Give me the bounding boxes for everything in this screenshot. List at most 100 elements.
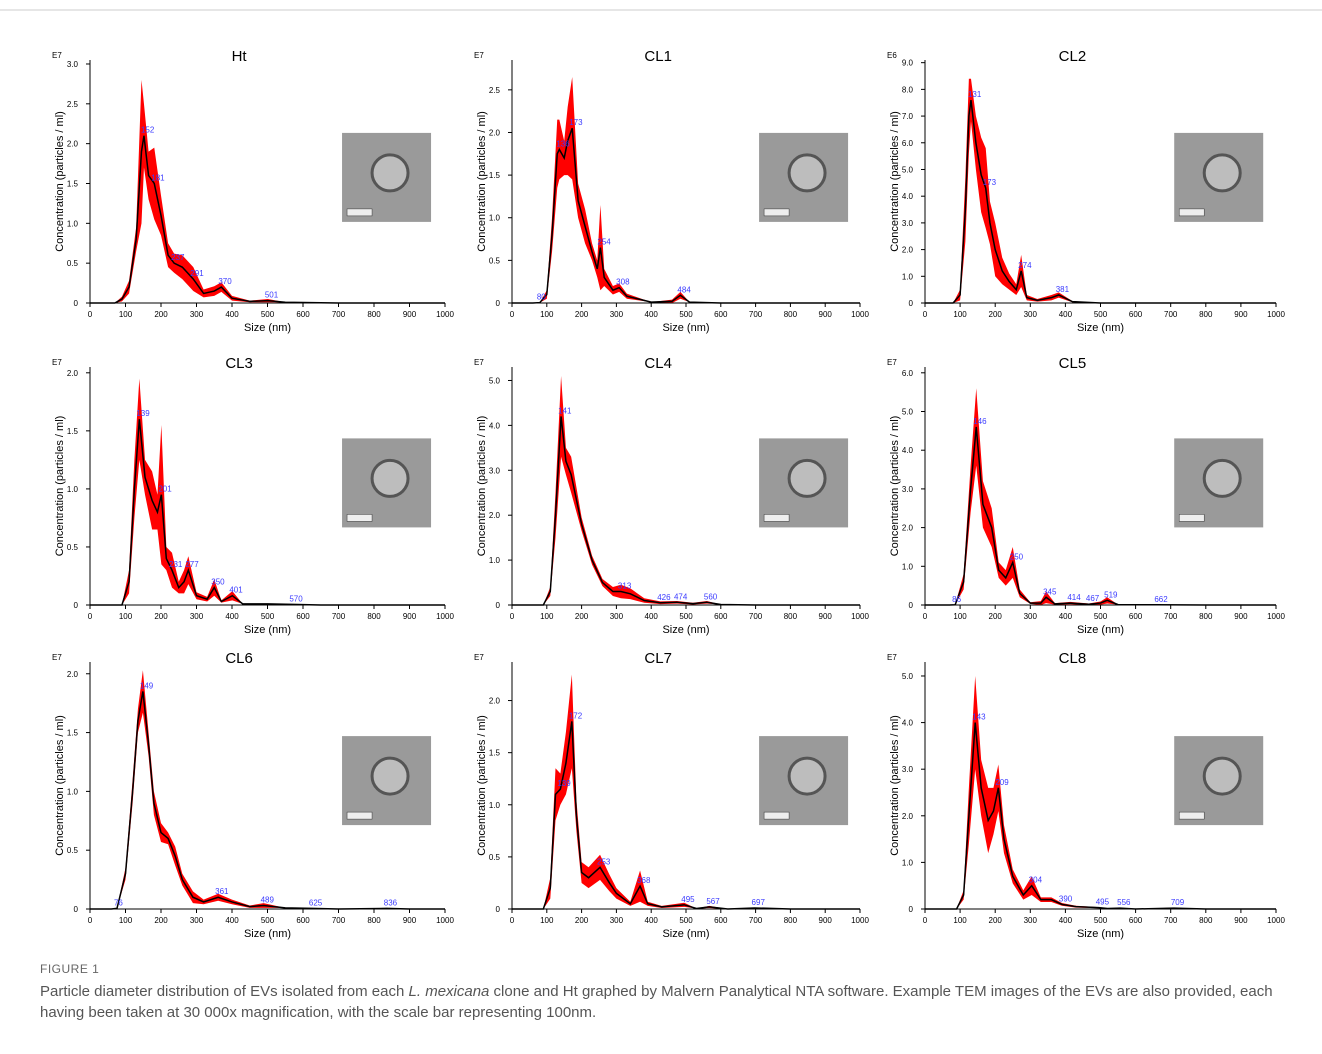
y-tick-label: 5.0 [902, 672, 914, 681]
y-multiplier: E7 [887, 358, 897, 367]
error-band [925, 675, 1276, 909]
x-tick-label: 400 [1059, 916, 1073, 925]
x-tick-label: 700 [1164, 916, 1178, 925]
x-tick-label: 800 [1199, 612, 1213, 621]
mean-line [925, 99, 1276, 304]
peak-label: 474 [674, 592, 688, 601]
x-tick-label: 1000 [436, 612, 454, 621]
peak-label: 277 [185, 560, 199, 569]
y-tick-label: 1.5 [489, 171, 501, 180]
y-tick-label: 0 [496, 905, 501, 914]
x-tick-label: 600 [1129, 310, 1143, 319]
x-tick-label: 700 [749, 916, 763, 925]
peak-label: 519 [1104, 590, 1118, 599]
x-tick-label: 700 [332, 310, 346, 319]
x-tick-label: 0 [510, 916, 515, 925]
x-axis-label: Size (nm) [662, 322, 709, 334]
y-axis-label: Concentration (particles / ml) [476, 111, 488, 252]
chart-title: CL3 [225, 355, 253, 372]
y-tick-label: 4.0 [489, 421, 501, 430]
x-tick-label: 600 [296, 310, 310, 319]
y-tick-label: 0 [496, 299, 501, 308]
tem-scale-bar [346, 514, 373, 522]
tem-scale-bar [763, 514, 790, 522]
peak-label: 152 [141, 126, 155, 135]
y-tick-label: 3.0 [902, 219, 914, 228]
x-tick-label: 300 [610, 310, 624, 319]
y-tick-label: 2.0 [67, 670, 79, 679]
error-band [90, 378, 445, 605]
y-tick-label: 3.0 [67, 60, 79, 69]
peak-label: 467 [1086, 594, 1100, 603]
peak-label: 484 [677, 285, 691, 294]
x-axis-label: Size (nm) [1077, 322, 1124, 334]
peak-label: 662 [1154, 595, 1168, 604]
y-tick-label: 1.0 [902, 858, 914, 867]
x-tick-label: 300 [190, 310, 204, 319]
x-tick-label: 500 [679, 310, 693, 319]
x-axis-label: Size (nm) [662, 928, 709, 940]
y-tick-label: 0.5 [67, 259, 79, 268]
mean-line [512, 127, 860, 304]
x-tick-label: 800 [784, 612, 798, 621]
chart-title: CL1 [644, 48, 672, 65]
x-tick-label: 800 [367, 612, 381, 621]
x-axis-label: Size (nm) [662, 624, 709, 636]
y-tick-label: 0.5 [67, 543, 79, 552]
y-tick-label: 2.0 [902, 524, 914, 533]
mean-line [90, 691, 445, 910]
peak-label: 139 [557, 779, 571, 788]
y-multiplier: E7 [52, 358, 62, 367]
y-tick-label: 7.0 [902, 112, 914, 121]
y-tick-label: 1.0 [489, 214, 501, 223]
peak-label: 291 [190, 269, 204, 278]
x-tick-label: 400 [225, 612, 239, 621]
x-tick-label: 500 [679, 612, 693, 621]
y-multiplier: E6 [887, 51, 897, 60]
peak-label: 361 [215, 887, 229, 896]
x-tick-label: 800 [1199, 310, 1213, 319]
y-tick-label: 4.0 [902, 446, 914, 455]
tem-scale-bar [1178, 811, 1205, 820]
y-tick-label: 2.0 [67, 140, 79, 149]
x-tick-label: 100 [540, 310, 554, 319]
y-axis-label: Concentration (particles / ml) [54, 715, 66, 856]
x-tick-label: 0 [923, 916, 928, 925]
peak-label: 426 [657, 593, 671, 602]
x-tick-label: 300 [610, 916, 624, 925]
peak-label: 570 [289, 594, 303, 603]
caption-text: clone and Ht graphed by Malvern Panalyti… [40, 983, 1273, 1021]
peak-label: 237 [171, 253, 185, 262]
x-tick-label: 200 [989, 916, 1003, 925]
x-tick-label: 600 [1129, 612, 1143, 621]
y-tick-label: 1.0 [67, 787, 79, 796]
peak-label: 414 [1067, 593, 1081, 602]
mean-line [925, 426, 1276, 606]
peak-label: 567 [706, 897, 720, 906]
error-band [925, 388, 1276, 605]
y-tick-label: 1.5 [67, 179, 79, 188]
x-tick-label: 400 [1059, 612, 1073, 621]
peak-label: 489 [261, 895, 275, 904]
x-tick-label: 600 [714, 310, 728, 319]
x-tick-label: 1000 [436, 310, 454, 319]
x-tick-label: 700 [1164, 612, 1178, 621]
y-tick-label: 1.5 [67, 729, 79, 738]
x-tick-label: 1000 [1267, 612, 1285, 621]
x-tick-label: 400 [225, 916, 239, 925]
peak-label: 209 [995, 778, 1009, 787]
peak-label: 80 [537, 293, 546, 302]
x-tick-label: 400 [645, 310, 659, 319]
x-tick-label: 0 [510, 310, 515, 319]
x-tick-label: 500 [261, 612, 275, 621]
y-tick-label: 1.5 [489, 749, 501, 758]
x-tick-label: 600 [714, 916, 728, 925]
x-tick-label: 600 [714, 612, 728, 621]
y-tick-label: 3.0 [902, 485, 914, 494]
peak-label: 313 [618, 582, 632, 591]
tem-vesicle [787, 756, 827, 796]
tem-scale-bar [1178, 208, 1205, 217]
x-tick-label: 200 [575, 916, 589, 925]
x-tick-label: 1000 [1267, 916, 1285, 925]
x-tick-label: 500 [1094, 916, 1108, 925]
